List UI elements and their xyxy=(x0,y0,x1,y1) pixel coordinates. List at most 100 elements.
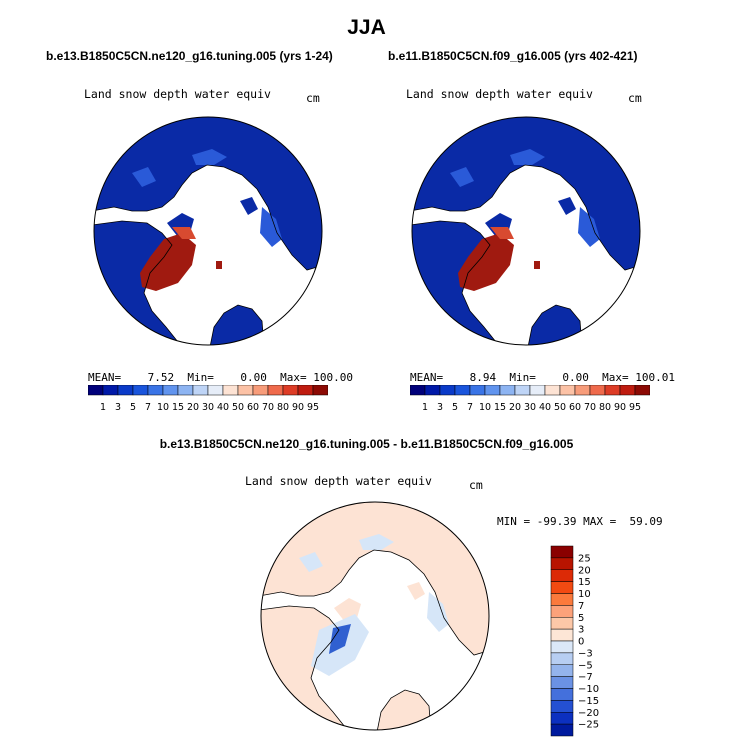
colorbar-swatch xyxy=(102,385,119,396)
colorbar-tick-label: −25 xyxy=(578,720,599,731)
colorbar-swatch xyxy=(132,385,149,396)
left-case-title: b.e13.B1850C5CN.ne120_g16.tuning.005 (yr… xyxy=(46,49,333,63)
colorbar-tick-label: 7 xyxy=(578,601,584,612)
colorbar-swatch xyxy=(550,581,574,594)
colorbar-tick-label: 5 xyxy=(130,402,136,413)
colorbar-swatch xyxy=(544,385,561,396)
season-title: JJA xyxy=(347,16,386,39)
colorbar-swatch xyxy=(589,385,606,396)
panel1-min-label: Min= xyxy=(187,371,214,384)
colorbar-tick-label: 20 xyxy=(509,402,521,413)
panel1-polar-map xyxy=(93,116,323,346)
colorbar-swatch xyxy=(237,385,254,396)
panel3-max: 59.09 xyxy=(629,515,663,528)
colorbar-tick-label: 40 xyxy=(217,402,229,413)
arctic-island xyxy=(558,197,576,215)
right-case-title: b.e11.B1850C5CN.f09_g16.005 (yrs 402-421… xyxy=(388,49,638,63)
colorbar-swatch xyxy=(574,385,591,396)
colorbar-tick-label: −5 xyxy=(578,660,593,671)
colorbar-swatch xyxy=(550,652,574,665)
colorbar-tick-label: −20 xyxy=(578,708,599,719)
panel2-max: 100.01 xyxy=(635,371,675,384)
colorbar-tick-label: 60 xyxy=(569,402,581,413)
colorbar-swatch xyxy=(147,385,164,396)
colorbar-swatch xyxy=(469,385,486,396)
colorbar-swatch xyxy=(550,557,574,570)
coastline xyxy=(412,220,501,345)
panel2-map-boundary xyxy=(411,116,641,346)
panel2-mean: 8.94 xyxy=(469,371,497,384)
colorbar-tick-label: 10 xyxy=(157,402,169,413)
greenland-negative-core xyxy=(329,624,351,654)
colorbar-swatch xyxy=(192,385,209,396)
colorbar-tick-label: 30 xyxy=(524,402,536,413)
colorbar-tick-label: 0 xyxy=(578,637,584,648)
panel2-min-label: Min= xyxy=(509,371,536,384)
coastline xyxy=(261,605,350,730)
colorbar-swatch xyxy=(550,628,574,642)
eurasia-landmass xyxy=(261,502,489,655)
colorbar-swatch xyxy=(207,385,224,396)
coastline xyxy=(261,549,489,656)
colorbar-swatch xyxy=(550,700,574,713)
colorbar-tick-label: 95 xyxy=(307,402,319,413)
panel1-mean-label: MEAN= xyxy=(88,371,122,384)
panel3-max-label: MAX = xyxy=(583,515,617,528)
difference-title: b.e13.B1850C5CN.ne120_g16.tuning.005 - b… xyxy=(159,437,574,451)
colorbar-swatch xyxy=(550,605,574,618)
panel3-units: cm xyxy=(469,478,483,492)
snow-patch-north xyxy=(359,534,394,550)
panel1-variable-title: Land snow depth water equiv xyxy=(84,87,271,101)
colorbar-swatch xyxy=(297,385,314,396)
colorbar-swatch xyxy=(117,385,134,396)
colorbar-tick-label: 25 xyxy=(578,553,591,564)
snow-patch-north xyxy=(510,149,545,165)
colorbar-tick-label: 80 xyxy=(599,402,611,413)
coastline xyxy=(527,304,583,345)
colorbar-swatch xyxy=(550,617,574,630)
colorbar-swatch xyxy=(88,385,104,396)
colorbar-tick-label: 70 xyxy=(584,402,596,413)
colorbar-swatch xyxy=(177,385,194,396)
panel2-units: cm xyxy=(628,91,642,105)
panel1-max: 100.00 xyxy=(313,371,353,384)
colorbar-swatch xyxy=(550,676,574,689)
coastline xyxy=(209,304,265,345)
arctic-island xyxy=(240,197,258,215)
colorbar-tick-label: 15 xyxy=(494,402,506,413)
colorbar-swatch xyxy=(550,545,574,559)
colorbar-tick-label: 80 xyxy=(277,402,289,413)
panel3-map-boundary xyxy=(260,501,490,731)
colorbar-swatch xyxy=(282,385,299,396)
colorbar-swatch xyxy=(529,385,546,396)
panel1-stats: MEAN= 7.52 Min= 0.00 Max= 100.00 xyxy=(88,371,353,384)
colorbar-tick-label: 60 xyxy=(247,402,259,413)
colorbar-tick-label: 10 xyxy=(479,402,491,413)
colorbar-swatch xyxy=(619,385,636,396)
panel1-min: 0.00 xyxy=(240,371,267,384)
colorbar-swatch xyxy=(424,385,441,396)
colorbar-swatch xyxy=(267,385,284,396)
colorbar-swatch xyxy=(410,385,426,396)
colorbar-swatch xyxy=(550,688,574,701)
colorbar-tick-label: 50 xyxy=(554,402,566,413)
colorbar-tick-label: −10 xyxy=(578,684,599,695)
colorbar-tick-label: 7 xyxy=(145,402,151,413)
colorbar-tick-label: 10 xyxy=(578,589,591,600)
colorbar-tick-label: 70 xyxy=(262,402,274,413)
panel2-mean-label: MEAN= xyxy=(410,371,444,384)
colorbar-swatch xyxy=(550,569,574,582)
panel2-stats: MEAN= 8.94 Min= 0.00 Max= 100.01 xyxy=(410,371,675,384)
panel3-min-label: MIN = xyxy=(497,515,531,528)
colorbar-swatch xyxy=(550,664,574,677)
greenland-north xyxy=(172,227,196,239)
colorbar-tick-label: 5 xyxy=(578,613,584,624)
svalbard-snow xyxy=(216,261,222,269)
colorbar-swatch xyxy=(454,385,471,396)
snow-patch-siberia xyxy=(260,207,282,247)
eurasia-landmass xyxy=(94,117,322,270)
colorbar-swatch xyxy=(439,385,456,396)
greenland-ice-sheet xyxy=(458,233,514,291)
colorbar-tick-label: 20 xyxy=(578,565,591,576)
arctic-island xyxy=(407,582,425,600)
